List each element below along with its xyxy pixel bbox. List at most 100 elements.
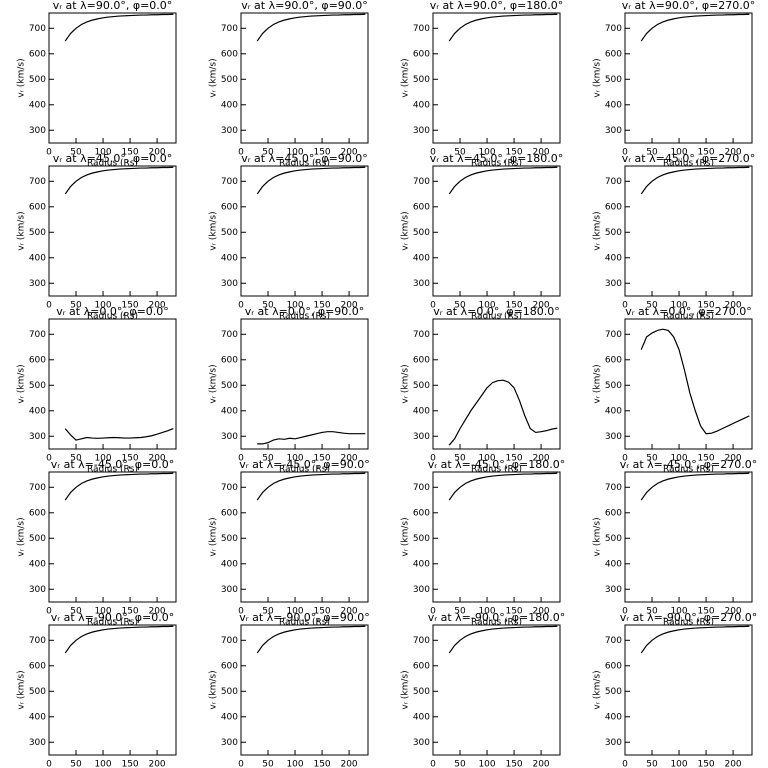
x-tick-label: 150 xyxy=(121,301,138,311)
y-tick-label: 700 xyxy=(29,483,46,493)
y-tick-label: 500 xyxy=(605,75,622,85)
x-tick-label: 100 xyxy=(286,607,303,617)
x-tick-label: 150 xyxy=(313,301,330,311)
x-tick-label: 50 xyxy=(646,454,658,464)
chart-title: vᵣ at λ=45.0°, φ=180.0° xyxy=(430,152,564,165)
chart-title: vᵣ at λ=-45.0°, φ=270.0° xyxy=(620,458,758,471)
y-tick-label: 300 xyxy=(29,738,46,748)
x-tick-label: 0 xyxy=(238,607,244,617)
x-tick-label: 100 xyxy=(94,148,111,158)
y-tick-label: 500 xyxy=(605,687,622,697)
chart-title: vᵣ at λ=90.0°, φ=180.0° xyxy=(430,0,564,12)
y-tick-label: 700 xyxy=(605,24,622,34)
y-tick-label: 700 xyxy=(29,177,46,187)
y-tick-label: 300 xyxy=(221,279,238,289)
data-line xyxy=(640,328,750,435)
y-tick-label: 700 xyxy=(413,330,430,340)
y-axis-label: vᵣ (km/s) xyxy=(17,517,27,556)
y-tick-label: 600 xyxy=(29,508,46,518)
x-tick-label: 0 xyxy=(430,607,436,617)
plot-frame xyxy=(48,12,177,144)
x-axis-label: Radius (Rs) xyxy=(471,618,522,628)
y-tick-label: 500 xyxy=(29,381,46,391)
x-tick-label: 200 xyxy=(724,301,741,311)
x-tick-label: 200 xyxy=(532,301,549,311)
x-tick-label: 150 xyxy=(697,148,714,158)
y-tick-label: 500 xyxy=(413,75,430,85)
chart-title: vᵣ at λ=0.0°, φ=180.0° xyxy=(433,305,560,318)
x-tick-label: 150 xyxy=(121,607,138,617)
data-line xyxy=(448,166,558,195)
plot-frame xyxy=(624,165,753,297)
y-tick-label: 300 xyxy=(413,279,430,289)
x-tick-label: 150 xyxy=(505,454,522,464)
x-tick-label: 100 xyxy=(286,454,303,464)
x-tick-label: 100 xyxy=(286,301,303,311)
y-tick-label: 400 xyxy=(29,100,46,110)
data-line xyxy=(257,431,366,445)
data-line xyxy=(64,13,174,42)
y-tick-label: 400 xyxy=(413,100,430,110)
y-tick-label: 600 xyxy=(413,661,430,671)
y-axis-label: vᵣ (km/s) xyxy=(593,670,603,709)
y-tick-label: 400 xyxy=(605,406,622,416)
x-tick-label: 200 xyxy=(148,454,165,464)
x-tick-label: 100 xyxy=(286,760,303,768)
y-tick-label: 700 xyxy=(221,177,238,187)
x-tick-label: 200 xyxy=(148,607,165,617)
x-axis-label: Radius (Rs) xyxy=(87,312,138,322)
x-axis-label: Radius (Rs) xyxy=(279,465,330,475)
y-tick-label: 600 xyxy=(29,661,46,671)
data-line xyxy=(448,625,558,654)
x-axis-label: Radius (Rs) xyxy=(279,618,330,628)
y-tick-label: 500 xyxy=(413,534,430,544)
y-tick-label: 600 xyxy=(29,49,46,59)
x-tick-label: 200 xyxy=(340,148,357,158)
x-tick-label: 150 xyxy=(313,760,330,768)
x-tick-label: 150 xyxy=(505,760,522,768)
x-tick-label: 150 xyxy=(313,148,330,158)
x-tick-label: 100 xyxy=(670,760,687,768)
y-tick-label: 300 xyxy=(29,585,46,595)
y-tick-label: 400 xyxy=(29,406,46,416)
x-tick-label: 200 xyxy=(532,760,549,768)
x-tick-label: 0 xyxy=(430,301,436,311)
y-axis-label: vᵣ (km/s) xyxy=(209,517,219,556)
data-line xyxy=(448,13,558,42)
y-tick-label: 500 xyxy=(413,381,430,391)
x-tick-label: 0 xyxy=(238,760,244,768)
x-axis-label: Radius (Rs) xyxy=(87,159,138,169)
plot-frame xyxy=(48,624,177,756)
y-tick-label: 400 xyxy=(413,559,430,569)
chart-title: vᵣ at λ=-90.0°, φ=270.0° xyxy=(620,611,758,624)
x-tick-label: 50 xyxy=(646,607,658,617)
x-tick-label: 0 xyxy=(622,454,628,464)
y-axis-label: vᵣ (km/s) xyxy=(17,58,27,97)
y-axis-label: vᵣ (km/s) xyxy=(401,364,411,403)
chart-title: vᵣ at λ=0.0°, φ=0.0° xyxy=(56,305,169,318)
plot-frame xyxy=(624,12,753,144)
x-tick-label: 0 xyxy=(46,607,52,617)
x-tick-label: 50 xyxy=(70,607,82,617)
y-tick-label: 300 xyxy=(29,432,46,442)
x-axis-label: Radius (Rs) xyxy=(471,465,522,475)
x-tick-label: 0 xyxy=(622,301,628,311)
x-tick-label: 100 xyxy=(670,607,687,617)
x-tick-label: 200 xyxy=(532,607,549,617)
y-tick-label: 300 xyxy=(413,126,430,136)
x-tick-label: 200 xyxy=(340,607,357,617)
y-tick-label: 500 xyxy=(221,687,238,697)
y-tick-label: 600 xyxy=(413,355,430,365)
y-tick-label: 400 xyxy=(29,712,46,722)
plot-frame xyxy=(240,165,369,297)
x-tick-label: 150 xyxy=(697,301,714,311)
y-tick-label: 600 xyxy=(29,355,46,365)
x-axis-label: Radius (Rs) xyxy=(87,618,138,628)
plot-frame xyxy=(624,471,753,603)
data-line xyxy=(640,13,750,42)
y-tick-label: 700 xyxy=(413,24,430,34)
x-tick-label: 100 xyxy=(478,607,495,617)
x-tick-label: 50 xyxy=(454,148,466,158)
x-tick-label: 50 xyxy=(262,148,274,158)
y-tick-label: 700 xyxy=(413,177,430,187)
